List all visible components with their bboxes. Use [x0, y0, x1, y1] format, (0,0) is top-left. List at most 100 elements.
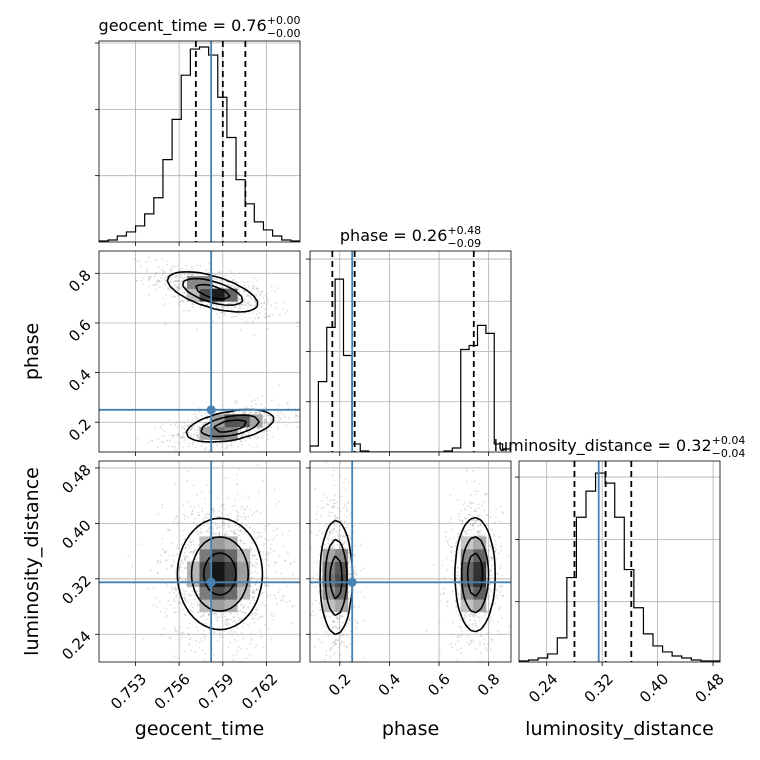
sample-point: [285, 601, 288, 604]
sample-point: [457, 532, 460, 535]
sample-point: [265, 505, 268, 508]
sample-point: [266, 303, 269, 306]
sample-point: [335, 530, 338, 533]
sample-point: [270, 612, 273, 615]
sample-point: [182, 437, 184, 440]
sample-point: [348, 556, 351, 558]
sample-point: [331, 546, 333, 549]
sample-point: [240, 603, 243, 605]
sample-point: [445, 535, 448, 538]
sample-point: [214, 521, 217, 524]
pair-panel-geocent_time-phase: [95, 250, 301, 456]
sample-point: [190, 426, 193, 429]
sample-point: [498, 585, 500, 588]
sample-point: [237, 619, 240, 622]
sample-point: [493, 546, 496, 549]
sample-point: [218, 516, 221, 518]
sample-point: [491, 564, 494, 567]
sample-point: [322, 491, 324, 493]
sample-point: [332, 529, 335, 532]
sample-point: [250, 577, 253, 580]
sample-point: [215, 616, 218, 619]
sample-point: [335, 522, 338, 524]
sample-point: [208, 449, 210, 452]
sample-point: [348, 576, 351, 578]
sample-point: [256, 445, 259, 448]
sample-point: [459, 579, 462, 582]
sample-point: [194, 517, 197, 519]
sample-point: [202, 614, 205, 617]
sample-point: [191, 272, 193, 275]
sample-point: [255, 587, 258, 590]
sample-point: [169, 270, 172, 272]
sample-point: [147, 587, 149, 590]
sample-point: [179, 273, 182, 276]
sample-point: [501, 585, 504, 587]
sample-point: [250, 585, 253, 588]
sample-point: [494, 550, 497, 553]
sample-point: [318, 560, 321, 562]
sample-point: [170, 586, 173, 589]
sample-point: [247, 293, 250, 296]
sample-point: [197, 505, 200, 507]
sample-point: [134, 270, 137, 273]
sample-point: [464, 516, 466, 519]
sample-point: [153, 275, 156, 278]
sample-point: [306, 608, 308, 610]
sample-point: [227, 307, 230, 309]
sample-point: [359, 543, 362, 546]
density-cell: [212, 536, 226, 550]
sample-point: [225, 447, 228, 450]
x-tick-label-luminosity_distance: 0.48: [691, 670, 727, 706]
sample-point: [484, 669, 486, 671]
sample-point: [207, 614, 210, 617]
sample-point: [326, 503, 329, 506]
sample-point: [483, 642, 486, 645]
sample-point: [177, 432, 180, 435]
sample-point: [450, 546, 452, 548]
sample-point: [236, 473, 238, 476]
sample-point: [237, 297, 240, 300]
sample-point: [269, 547, 272, 550]
sample-point: [200, 507, 203, 509]
sample-point: [203, 659, 206, 662]
sample-point: [339, 654, 342, 657]
sample-point: [472, 519, 475, 522]
sample-point: [468, 501, 471, 503]
sample-point: [147, 441, 150, 443]
sample-point: [151, 439, 154, 442]
sample-point: [219, 271, 221, 274]
sample-point: [239, 529, 242, 532]
sample-point: [195, 529, 198, 532]
sample-point: [348, 558, 351, 560]
sample-point: [227, 283, 230, 286]
sample-point: [173, 446, 176, 449]
sample-point: [464, 530, 467, 532]
sample-point: [349, 630, 352, 633]
contour-level-0: [166, 271, 275, 443]
sample-point: [298, 551, 300, 553]
density-cell: [212, 548, 226, 562]
sample-point: [475, 520, 478, 522]
sample-point: [484, 492, 487, 495]
sample-point: [234, 504, 237, 507]
sample-point: [208, 631, 211, 634]
sample-point: [264, 312, 267, 315]
sample-point: [353, 524, 355, 527]
sample-point: [335, 643, 338, 645]
sample-point: [252, 598, 255, 601]
sample-point: [254, 301, 257, 304]
sample-point: [315, 599, 317, 602]
sample-point: [239, 609, 242, 612]
sample-point: [205, 517, 208, 520]
sample-point: [473, 640, 476, 643]
sample-point: [193, 550, 196, 552]
sample-point: [450, 550, 453, 553]
sample-point: [468, 513, 470, 516]
sample-point: [155, 283, 158, 285]
sample-point: [283, 559, 286, 562]
sample-point: [339, 642, 342, 645]
sample-point: [312, 610, 314, 613]
sample-point: [460, 647, 463, 650]
sample-point: [204, 421, 207, 424]
